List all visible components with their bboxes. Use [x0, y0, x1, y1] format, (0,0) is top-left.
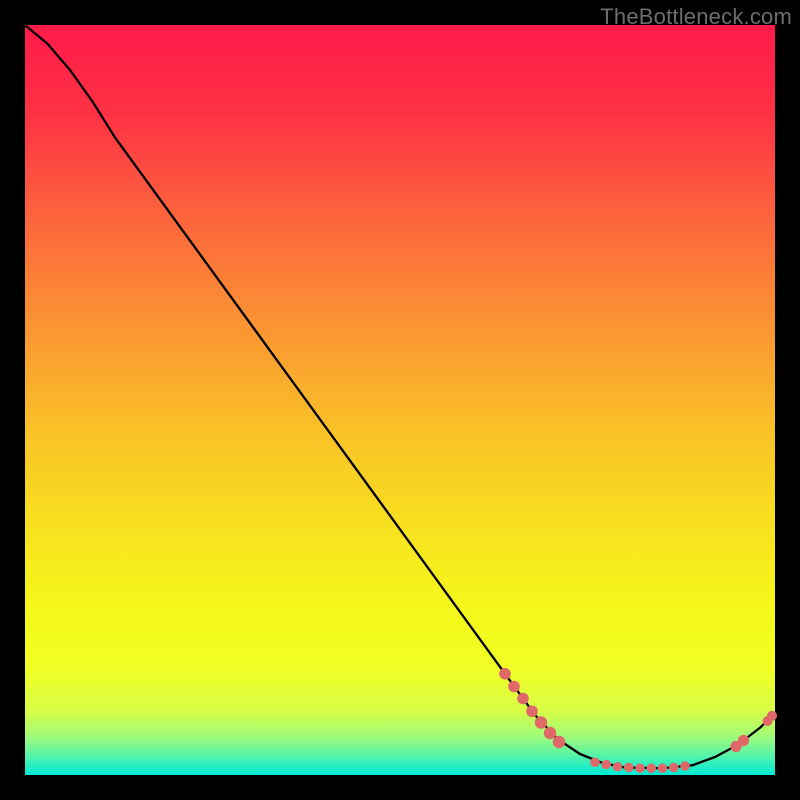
data-point	[624, 763, 634, 773]
data-point	[646, 763, 656, 773]
data-point	[553, 736, 565, 748]
watermark-text: TheBottleneck.com	[600, 4, 792, 30]
plot-background	[25, 25, 775, 775]
data-point	[508, 681, 520, 693]
data-point	[590, 757, 600, 767]
data-point	[601, 760, 611, 770]
chart-container: TheBottleneck.com	[0, 0, 800, 800]
data-point	[738, 735, 749, 746]
data-point	[526, 705, 538, 717]
data-point	[499, 668, 511, 680]
data-point	[658, 763, 668, 773]
data-point	[535, 716, 547, 728]
data-point	[613, 762, 623, 772]
data-point	[517, 693, 529, 705]
data-point	[635, 763, 645, 773]
data-point	[669, 763, 679, 773]
data-point	[767, 711, 777, 721]
bottleneck-curve-chart	[0, 0, 800, 800]
data-point	[544, 727, 556, 739]
data-point	[680, 761, 690, 771]
